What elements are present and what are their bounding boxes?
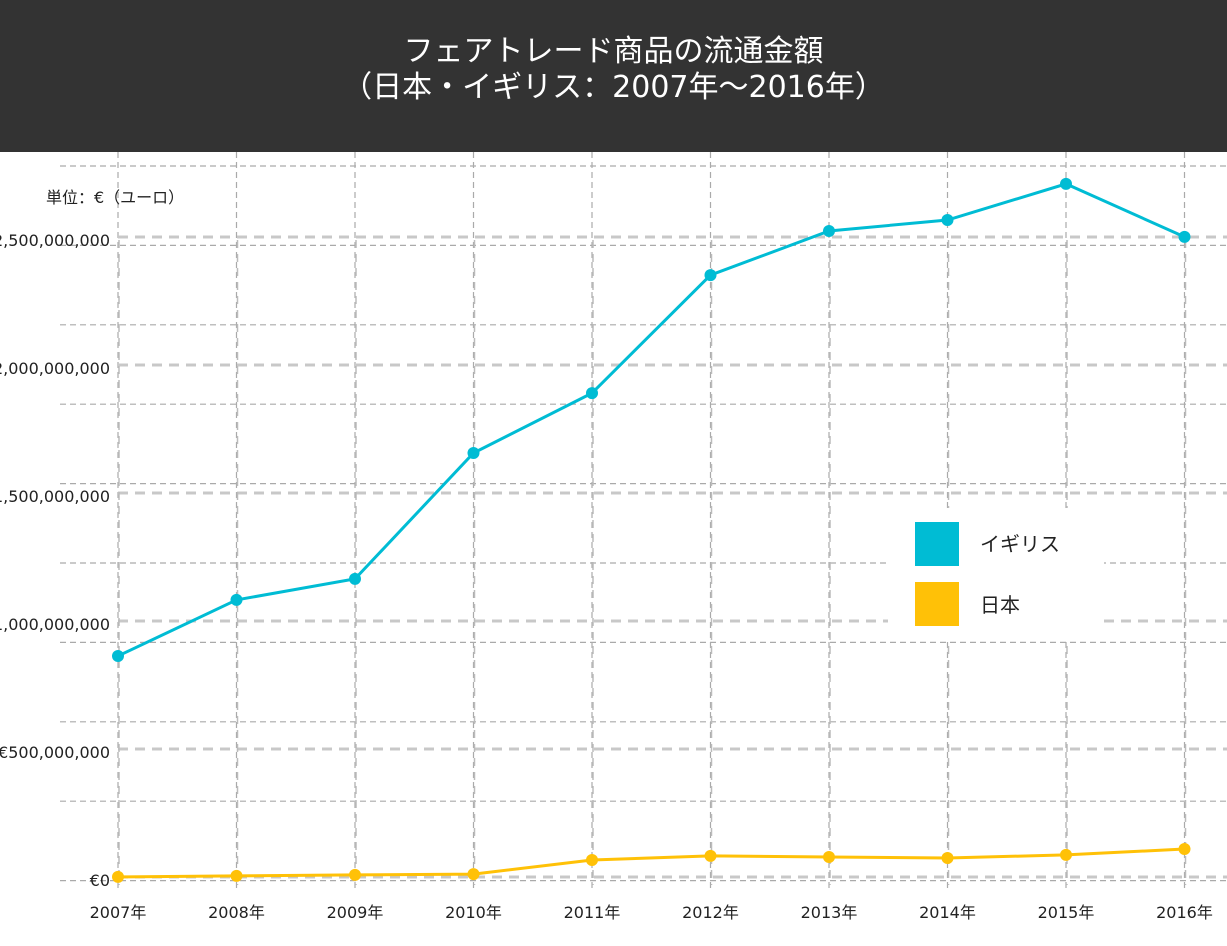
data-point-uk[interactable] xyxy=(704,269,717,282)
data-point-uk[interactable] xyxy=(823,225,835,237)
data-point-uk[interactable] xyxy=(1060,177,1072,190)
data-point-uk[interactable] xyxy=(467,447,480,459)
y-tick-label: €1,500,000,000 xyxy=(0,487,110,506)
data-point-uk[interactable] xyxy=(112,650,124,662)
data-point-japan[interactable] xyxy=(823,851,835,863)
legend-swatch-uk xyxy=(915,522,959,566)
y-tick-label: €2,000,000,000 xyxy=(0,359,110,378)
x-tick-label: 2015年 xyxy=(1038,903,1095,922)
y-tick-label: €2,500,000,000 xyxy=(0,231,110,250)
x-tick-label: 2011年 xyxy=(564,903,621,922)
line-chart: €0 €500,000,000 €1,000,000,000 €1,500,000,0… xyxy=(0,152,1227,922)
x-tick-label: 2007年 xyxy=(90,903,147,922)
legend: イギリス 日本 xyxy=(888,508,1104,640)
chart-header: フェアトレード商品の流通金額 （日本・イギリス：2007年〜2016年） xyxy=(0,0,1227,152)
y-tick-label: €500,000,000 xyxy=(0,743,110,762)
series-group xyxy=(112,177,1191,883)
x-tick-label: 2013年 xyxy=(801,903,858,922)
y-tick-label: €0 xyxy=(90,871,110,890)
x-tick-label: 2016年 xyxy=(1156,903,1213,922)
data-point-japan[interactable] xyxy=(704,849,717,862)
chart-title-line2: （日本・イギリス：2007年〜2016年） xyxy=(342,70,885,105)
data-point-uk[interactable] xyxy=(230,593,243,606)
series-line-japan xyxy=(117,847,1185,879)
y-axis-labels: €0 €500,000,000 €1,000,000,000 €1,500,000,0… xyxy=(0,231,110,890)
legend-label-uk: イギリス xyxy=(980,532,1060,556)
data-point-japan[interactable] xyxy=(349,868,361,881)
x-axis-labels: 2007年 2008年 2009年 2010年 2011年 2012年 2013年 2014年… xyxy=(90,903,1213,922)
x-tick-label: 2009年 xyxy=(327,903,384,922)
chart-title-line1: フェアトレード商品の流通金額 xyxy=(403,34,824,69)
x-tick-label: 2008年 xyxy=(208,903,265,922)
data-point-japan[interactable] xyxy=(112,870,124,883)
x-tick-label: 2014年 xyxy=(919,903,976,922)
data-point-japan[interactable] xyxy=(1060,848,1072,861)
data-point-uk[interactable] xyxy=(1178,230,1191,243)
data-point-uk[interactable] xyxy=(586,387,598,400)
unit-label: 単位：€（ユーロ） xyxy=(46,188,184,207)
data-point-uk[interactable] xyxy=(941,214,954,226)
x-tick-label: 2012年 xyxy=(682,903,739,922)
data-point-japan[interactable] xyxy=(230,869,243,882)
y-tick-label: €1,000,000,000 xyxy=(0,615,110,634)
legend-label-japan: 日本 xyxy=(980,593,1020,617)
data-point-japan[interactable] xyxy=(586,854,598,866)
x-tick-label: 2010年 xyxy=(445,903,502,922)
series-line-uk xyxy=(117,182,1186,658)
data-point-japan[interactable] xyxy=(941,852,954,864)
legend-swatch-japan xyxy=(915,582,959,626)
data-point-japan[interactable] xyxy=(467,868,480,881)
data-point-uk[interactable] xyxy=(349,572,361,585)
data-point-japan[interactable] xyxy=(1178,843,1191,855)
